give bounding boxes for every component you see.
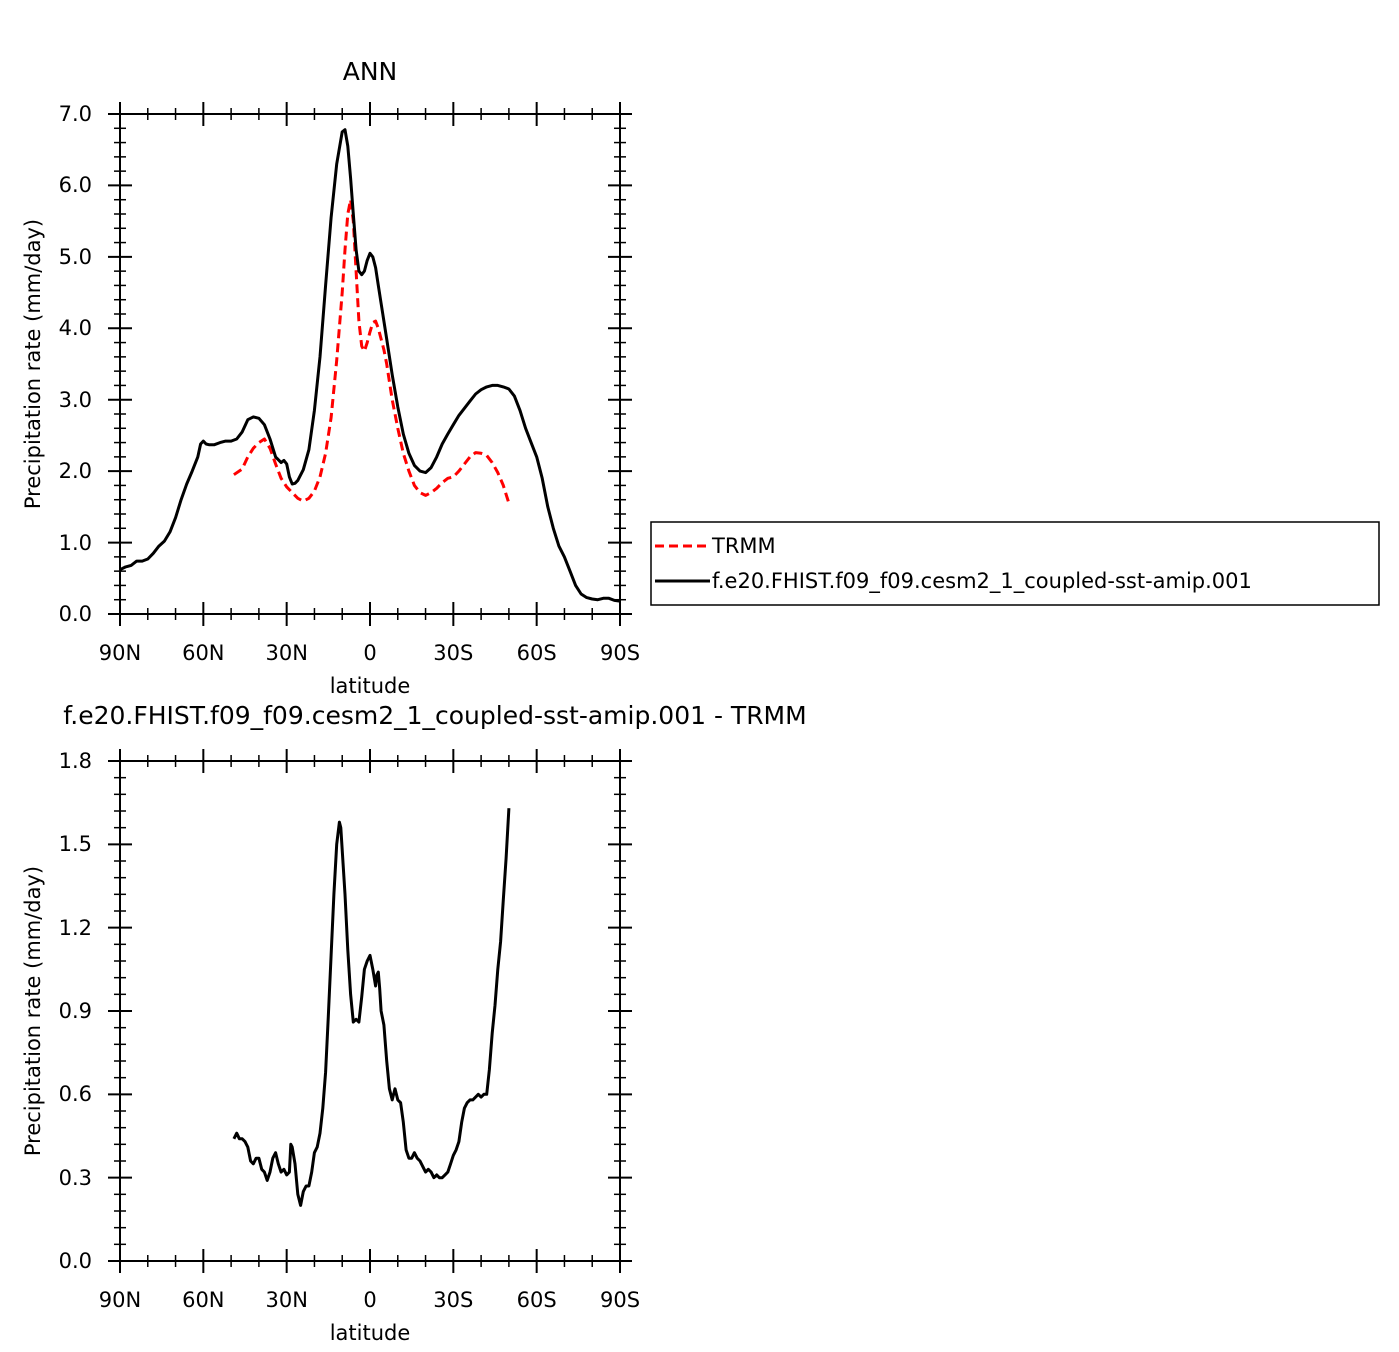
y-tick-label: 1.5 (59, 832, 92, 856)
y-tick-label: 0.0 (59, 602, 92, 626)
panel-top-ticks (108, 102, 632, 626)
panel-top-y-axis-label: Precipitation rate (mm/day) (21, 219, 45, 509)
y-tick-label: 1.2 (59, 916, 92, 940)
x-tick-label: 30S (433, 1288, 473, 1312)
x-tick-label: 90N (99, 1288, 141, 1312)
panel-bottom-x-axis-label: latitude (330, 1321, 411, 1345)
panel-bottom-title: f.e20.FHIST.f09_f09.cesm2_1_coupled-sst-… (63, 701, 806, 730)
panel-bottom-ticks (108, 749, 632, 1273)
x-tick-label: 0 (363, 1288, 376, 1312)
series-line-f-e20-fhist-f09-f09-cesm2-1-coupled-sst-amip-001 (119, 128, 621, 603)
x-tick-label: 90N (99, 641, 141, 665)
panel-bottom-x-tick-labels: 90N 60N 30N 0 30S 60S 90S (99, 1288, 640, 1312)
y-tick-label: 0.3 (59, 1166, 92, 1190)
y-tick-label: 0.0 (59, 1249, 92, 1273)
panel-bottom-frame (119, 760, 621, 1262)
panel-bottom-series (232, 808, 511, 1207)
x-tick-label: 60N (182, 641, 224, 665)
legend: TRMM f.e20.FHIST.f09_f09.cesm2_1_coupled… (650, 521, 1380, 606)
y-tick-label: 3.0 (59, 388, 92, 412)
y-tick-label: 1.0 (59, 531, 92, 555)
legend-box (650, 521, 1380, 606)
panel-top-x-axis-label: latitude (330, 674, 411, 698)
panel-bottom-y-tick-labels: 0.0 0.3 0.6 0.9 1.2 1.5 1.8 (59, 749, 92, 1273)
y-tick-label: 0.9 (59, 999, 92, 1023)
y-tick-label: 1.8 (59, 749, 92, 773)
panel-top-frame (119, 113, 621, 615)
legend-label-trmm: TRMM (711, 534, 776, 558)
legend-label-model: f.e20.FHIST.f09_f09.cesm2_1_coupled-sst-… (712, 569, 1252, 594)
x-tick-label: 30N (265, 641, 307, 665)
x-tick-label: 60S (517, 1288, 557, 1312)
x-tick-label: 30S (433, 641, 473, 665)
x-tick-label: 90S (600, 1288, 640, 1312)
y-tick-label: 7.0 (59, 102, 92, 126)
panel-top-series (119, 128, 621, 603)
x-tick-label: 30N (265, 1288, 307, 1312)
difference-series-line (232, 808, 511, 1207)
x-tick-label: 60S (517, 641, 557, 665)
y-tick-label: 0.6 (59, 1082, 92, 1106)
panel-top-title: ANN (343, 57, 398, 86)
panel-top: ANN 0.0 1.0 2.0 3.0 4.0 5.0 6.0 7.0 90N … (21, 57, 640, 698)
panel-top-y-tick-labels: 0.0 1.0 2.0 3.0 4.0 5.0 6.0 7.0 (59, 102, 92, 626)
panel-bottom-y-axis-label: Precipitation rate (mm/day) (21, 866, 45, 1156)
y-tick-label: 2.0 (59, 459, 92, 483)
y-tick-label: 4.0 (59, 316, 92, 340)
series-line-trmm (233, 198, 511, 504)
panel-top-x-tick-labels: 90N 60N 30N 0 30S 60S 90S (99, 641, 640, 665)
y-tick-label: 5.0 (59, 245, 92, 269)
x-tick-label: 60N (182, 1288, 224, 1312)
x-tick-label: 0 (363, 641, 376, 665)
x-tick-label: 90S (600, 641, 640, 665)
y-tick-label: 6.0 (59, 173, 92, 197)
panel-bottom: f.e20.FHIST.f09_f09.cesm2_1_coupled-sst-… (21, 701, 807, 1345)
